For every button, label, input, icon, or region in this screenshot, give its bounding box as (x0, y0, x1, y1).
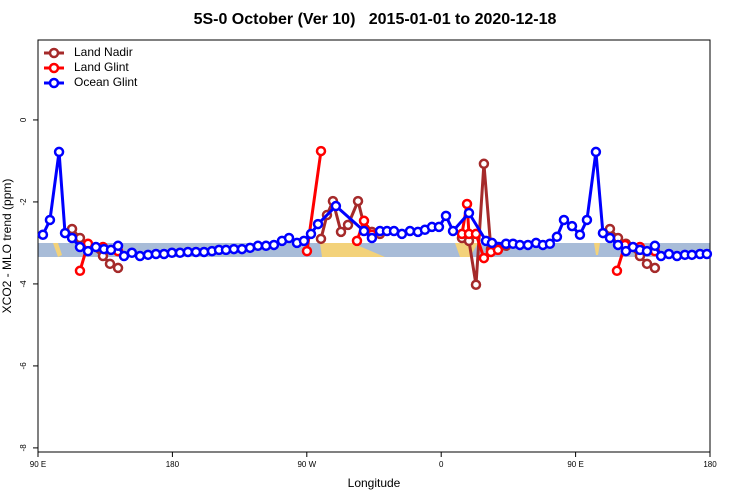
data-point (82, 245, 94, 257)
data-point (461, 198, 473, 210)
legend-marker (48, 77, 60, 89)
data-point (236, 243, 248, 255)
chart-title: 5S-0 October (Ver 10) 2015-01-01 to 2020… (194, 11, 557, 28)
data-point (612, 239, 624, 251)
data-point (59, 227, 71, 239)
data-point (566, 220, 578, 232)
data-point (551, 231, 563, 243)
data-point (112, 240, 124, 252)
land-patch (53, 243, 62, 257)
data-point (470, 279, 482, 290)
data-point (335, 226, 347, 238)
data-point (492, 244, 504, 256)
data-point (544, 238, 556, 249)
data-point (686, 249, 698, 261)
data-point (558, 214, 570, 226)
data-point (597, 227, 609, 239)
data-point (158, 248, 170, 260)
data-point (440, 210, 452, 222)
data-point (298, 235, 310, 247)
data-point (182, 246, 194, 258)
data-point (649, 240, 661, 252)
data-point (44, 214, 56, 226)
y-tick-label: -2 (19, 198, 28, 206)
legend-label: Land Nadir (74, 45, 133, 59)
data-point (126, 247, 138, 259)
data-point (352, 195, 364, 207)
data-point (342, 219, 354, 231)
y-tick-label: -6 (19, 362, 28, 370)
legend-label: Ocean Glint (74, 75, 138, 89)
series (37, 146, 713, 262)
legend-marker (48, 62, 60, 74)
data-point (37, 229, 49, 240)
data-point (514, 239, 526, 251)
y-tick-label: -8 (19, 444, 28, 452)
land-patch (455, 243, 478, 257)
data-point (604, 232, 616, 244)
data-point (433, 221, 445, 233)
y-tick-label: -4 (19, 280, 28, 288)
data-point (283, 232, 295, 244)
data-point (486, 237, 498, 249)
data-point (478, 158, 490, 170)
data-point (74, 241, 86, 253)
y-tick-label: 0 (19, 117, 28, 122)
land-patch (320, 243, 385, 257)
y-axis-label: XCO2 - MLO trend (ppm) (0, 179, 14, 314)
data-point (166, 247, 178, 259)
data-point (396, 228, 408, 240)
data-point (134, 250, 146, 262)
data-point (590, 146, 602, 158)
data-point (150, 248, 162, 260)
land-patch (594, 243, 600, 255)
data-point (90, 241, 102, 253)
data-point (366, 232, 378, 244)
data-point (641, 245, 653, 257)
data-point (74, 265, 86, 277)
data-point (463, 207, 475, 219)
x-tick-label: 90 E (567, 460, 583, 469)
data-point (53, 146, 65, 158)
data-point (447, 225, 459, 237)
x-tick-label: 90 E (30, 460, 46, 469)
data-point (701, 248, 713, 260)
data-point (312, 218, 324, 230)
data-point (358, 215, 370, 227)
data-point (611, 265, 623, 277)
data-point (301, 245, 313, 257)
plot-frame (37, 39, 711, 453)
data-point (104, 258, 116, 270)
data-point (268, 239, 280, 251)
data-point (358, 225, 370, 237)
x-tick-label: 90 W (297, 460, 316, 469)
data-point (190, 246, 202, 258)
data-point (671, 250, 683, 262)
data-point (649, 262, 661, 274)
x-axis-label: Longitude (348, 476, 401, 490)
data-point (522, 239, 534, 251)
legend-label: Land Glint (74, 60, 129, 74)
data-point (252, 240, 264, 252)
data-point (581, 214, 593, 226)
data-point (574, 229, 586, 240)
data-point (351, 235, 363, 247)
x-tick-label: 180 (166, 460, 180, 469)
data-point (315, 233, 327, 245)
data-point (112, 262, 124, 274)
data-point (663, 248, 675, 260)
data-point (330, 200, 342, 212)
x-tick-label: 0 (439, 460, 444, 469)
legend-marker (48, 47, 60, 59)
data-point (66, 232, 78, 244)
data-point (478, 252, 490, 264)
data-point (305, 228, 317, 240)
data-point (641, 258, 653, 270)
x-tick-label: 180 (703, 460, 717, 469)
data-point (315, 145, 327, 157)
data-point (228, 243, 240, 255)
